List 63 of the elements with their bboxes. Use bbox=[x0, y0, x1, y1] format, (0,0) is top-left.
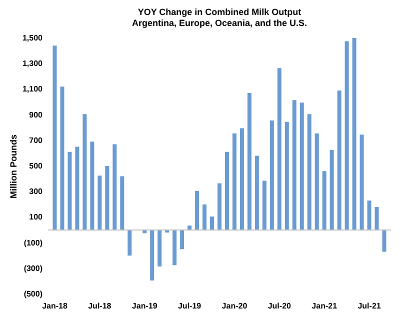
bar bbox=[180, 230, 184, 250]
bar bbox=[352, 38, 356, 230]
chart-title: YOY Change in Combined Milk Output bbox=[138, 7, 302, 17]
bar bbox=[307, 114, 312, 230]
bar bbox=[158, 230, 162, 266]
bar bbox=[68, 152, 72, 230]
bar bbox=[314, 133, 319, 230]
bar bbox=[195, 190, 200, 230]
bar bbox=[284, 122, 289, 230]
y-tick-label: 1,300 bbox=[22, 59, 44, 68]
x-tick-label: Jul-20 bbox=[268, 302, 292, 310]
bar bbox=[367, 200, 372, 230]
bar bbox=[382, 230, 386, 252]
y-tick-label: 900 bbox=[29, 110, 44, 120]
x-tick-label: Jan-18 bbox=[42, 302, 68, 310]
bar bbox=[98, 176, 102, 230]
y-tick-label: 300 bbox=[29, 187, 44, 196]
bar bbox=[344, 41, 349, 230]
bar bbox=[202, 204, 207, 230]
bar bbox=[172, 230, 177, 266]
bar bbox=[224, 152, 229, 230]
bar bbox=[292, 100, 296, 230]
x-tick-label: Jan-20 bbox=[222, 302, 248, 310]
y-tick-label: 100 bbox=[29, 212, 44, 222]
bar bbox=[232, 133, 236, 230]
bar bbox=[75, 146, 80, 230]
bar bbox=[374, 206, 379, 230]
y-tick-label: 1,100 bbox=[22, 84, 44, 94]
bar bbox=[322, 171, 326, 230]
y-axis-title: Million Pounds bbox=[8, 134, 18, 198]
bar bbox=[112, 144, 117, 230]
bar bbox=[52, 46, 57, 230]
x-tick-label: Jul-18 bbox=[88, 302, 112, 310]
bar bbox=[300, 102, 304, 230]
bar bbox=[120, 176, 124, 230]
y-tick-label: 500 bbox=[29, 162, 44, 170]
bar bbox=[330, 150, 334, 230]
bar bbox=[277, 68, 282, 230]
bar bbox=[60, 86, 64, 230]
bar bbox=[270, 120, 274, 230]
x-tick-label: Jan-19 bbox=[132, 302, 158, 310]
bar bbox=[82, 114, 87, 230]
y-tick-label: 700 bbox=[29, 136, 44, 145]
y-tick-label: (300) bbox=[24, 264, 43, 273]
bar bbox=[150, 230, 154, 281]
bar bbox=[128, 230, 132, 256]
bar bbox=[247, 93, 252, 230]
bar bbox=[105, 166, 110, 230]
bar bbox=[254, 156, 259, 230]
bar bbox=[360, 134, 364, 230]
bar bbox=[240, 128, 244, 230]
bar bbox=[262, 180, 266, 230]
x-tick-label: Jan-21 bbox=[312, 302, 338, 310]
bar bbox=[337, 90, 342, 230]
y-tick-label: 1,500 bbox=[22, 34, 44, 42]
y-tick-label: (100) bbox=[24, 238, 43, 248]
y-tick-label: (500) bbox=[24, 290, 43, 298]
x-tick-label: Jul-21 bbox=[358, 302, 382, 310]
bar bbox=[210, 216, 214, 230]
chart-subtitle: Argentina, Europe, Oceania, and the U.S. bbox=[132, 18, 308, 28]
x-tick-label: Jul-19 bbox=[178, 302, 202, 310]
bar bbox=[218, 183, 222, 230]
bar bbox=[90, 142, 94, 230]
